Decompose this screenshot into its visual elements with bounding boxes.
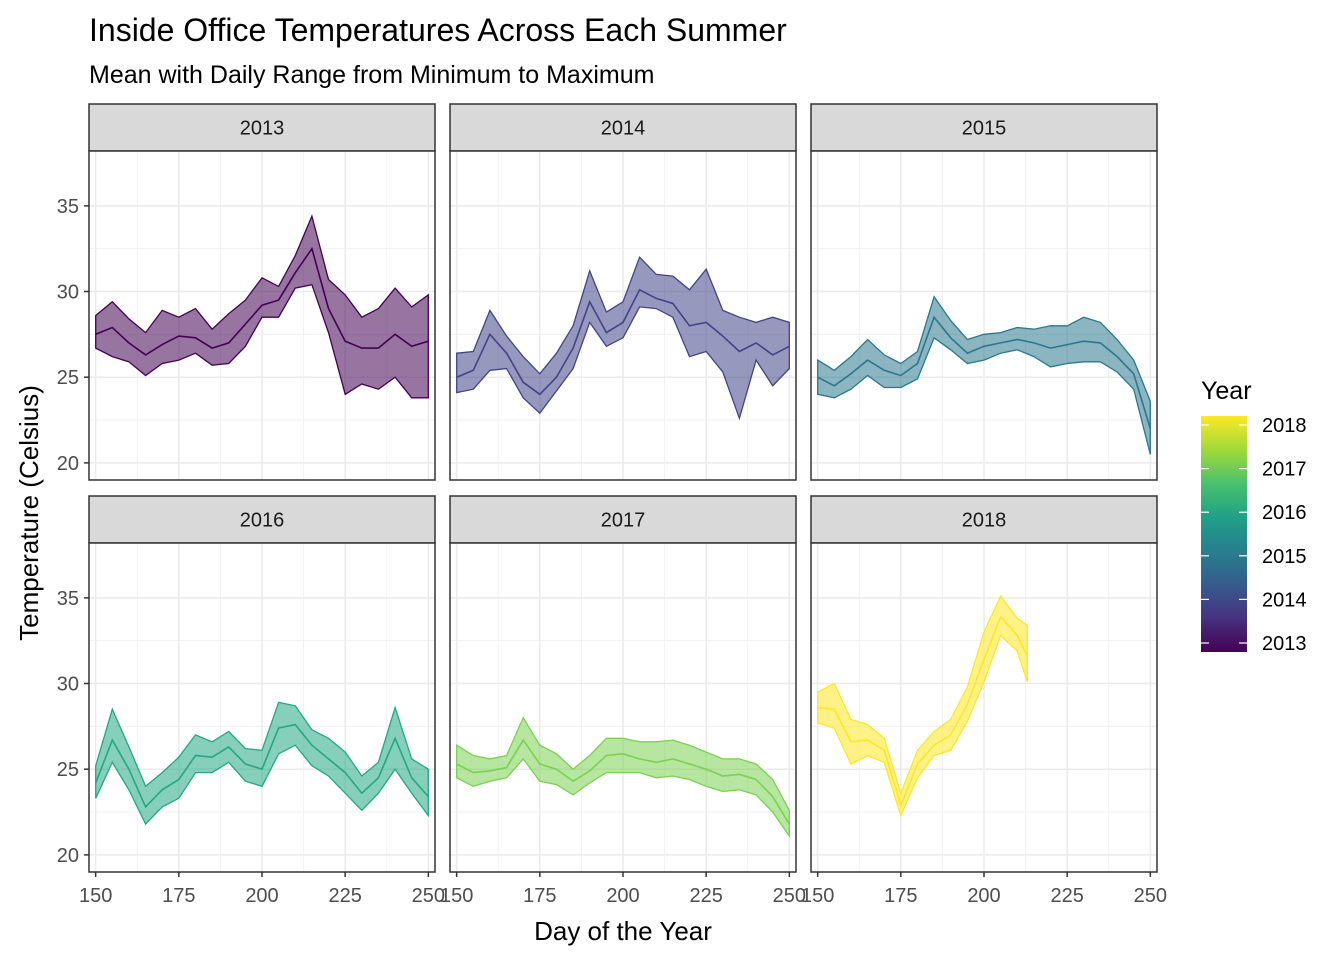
- legend-label: 2016: [1262, 502, 1307, 524]
- x-tick-label: 150: [801, 885, 834, 907]
- panel-border: [88, 150, 436, 481]
- y-tick-label: 25: [57, 759, 79, 781]
- facet-panel-2016: 2016 20 25 30 35 150 175 200 225 250: [57, 495, 445, 907]
- chart-subtitle: Mean with Daily Range from Minimum to Ma…: [89, 61, 654, 89]
- y-tick-label: 25: [57, 367, 79, 389]
- facet-strip-label: 2017: [601, 510, 646, 532]
- facet-strip: [449, 495, 797, 544]
- facet-strip-label: 2018: [962, 510, 1007, 532]
- x-tick-label: 175: [884, 885, 917, 907]
- panel-border: [449, 150, 797, 481]
- facet-panel-2013: 2013 20 25 30 35: [57, 103, 436, 481]
- facet-strip-label: 2014: [601, 118, 646, 140]
- legend-label: 2018: [1262, 415, 1307, 437]
- legend-label: 2015: [1262, 546, 1307, 568]
- y-tick-label: 30: [57, 674, 79, 696]
- x-tick-label: 175: [523, 885, 556, 907]
- legend-label: 2017: [1262, 459, 1307, 481]
- mean-line-2018: [817, 615, 1029, 808]
- facet-panel-2017: 2017 150 175 200 225 250: [440, 495, 806, 907]
- mean-line-2017: [456, 738, 790, 825]
- x-axis-label: Day of the Year: [534, 916, 712, 946]
- y-tick-label: 20: [57, 845, 79, 867]
- range-ribbon-2016: [95, 701, 429, 826]
- mean-line-2013: [95, 246, 429, 356]
- facet-panel-2014: 2014: [449, 103, 797, 481]
- range-ribbon-2018: [817, 594, 1028, 818]
- panel-border: [810, 150, 1158, 481]
- facet-strip-label: 2016: [240, 510, 285, 532]
- y-tick-label: 30: [57, 282, 79, 304]
- x-tick-label: 250: [1134, 885, 1167, 907]
- mean-line-2014: [456, 288, 790, 396]
- facet-strip: [88, 495, 436, 544]
- facet-strip: [449, 103, 797, 152]
- x-tick-label: 150: [440, 885, 473, 907]
- mean-line-2016: [94, 723, 429, 809]
- legend-colorbar: [1201, 416, 1247, 652]
- x-tick-label: 225: [689, 885, 722, 907]
- facet-strip: [810, 103, 1158, 152]
- mean-line-2015: [817, 315, 1152, 429]
- facet-strip-label: 2015: [962, 118, 1007, 140]
- x-tick-label: 200: [606, 885, 639, 907]
- chart-title: Inside Office Temperatures Across Each S…: [89, 12, 787, 48]
- facet-panel-2015: 2015: [810, 103, 1158, 481]
- facet-strip: [88, 103, 436, 152]
- range-ribbon-2014: [456, 256, 790, 421]
- legend-title: Year: [1201, 377, 1252, 405]
- y-axis-label: Temperature (Celsius): [14, 385, 44, 641]
- x-tick-label: 250: [412, 885, 445, 907]
- legend: Year 2018 2017 2016 2015 2014 2013: [1201, 377, 1307, 655]
- legend-label: 2014: [1262, 589, 1307, 611]
- x-tick-label: 150: [79, 885, 112, 907]
- y-tick-label: 35: [57, 588, 79, 610]
- x-tick-label: 200: [967, 885, 1000, 907]
- range-ribbon-2013: [95, 214, 429, 399]
- x-tick-label: 225: [328, 885, 361, 907]
- x-tick-label: 250: [773, 885, 806, 907]
- range-ribbon-2015: [817, 295, 1151, 455]
- x-tick-label: 175: [162, 885, 195, 907]
- y-tick-label: 20: [57, 453, 79, 475]
- facet-strip: [810, 495, 1158, 544]
- range-ribbon-2017: [456, 716, 790, 839]
- facet-panel-2018: 2018 150 175 200 225 250: [801, 495, 1167, 907]
- x-tick-label: 200: [245, 885, 278, 907]
- x-tick-label: 225: [1050, 885, 1083, 907]
- y-tick-label: 35: [57, 196, 79, 218]
- legend-label: 2013: [1262, 633, 1307, 655]
- facet-strip-label: 2013: [240, 118, 285, 140]
